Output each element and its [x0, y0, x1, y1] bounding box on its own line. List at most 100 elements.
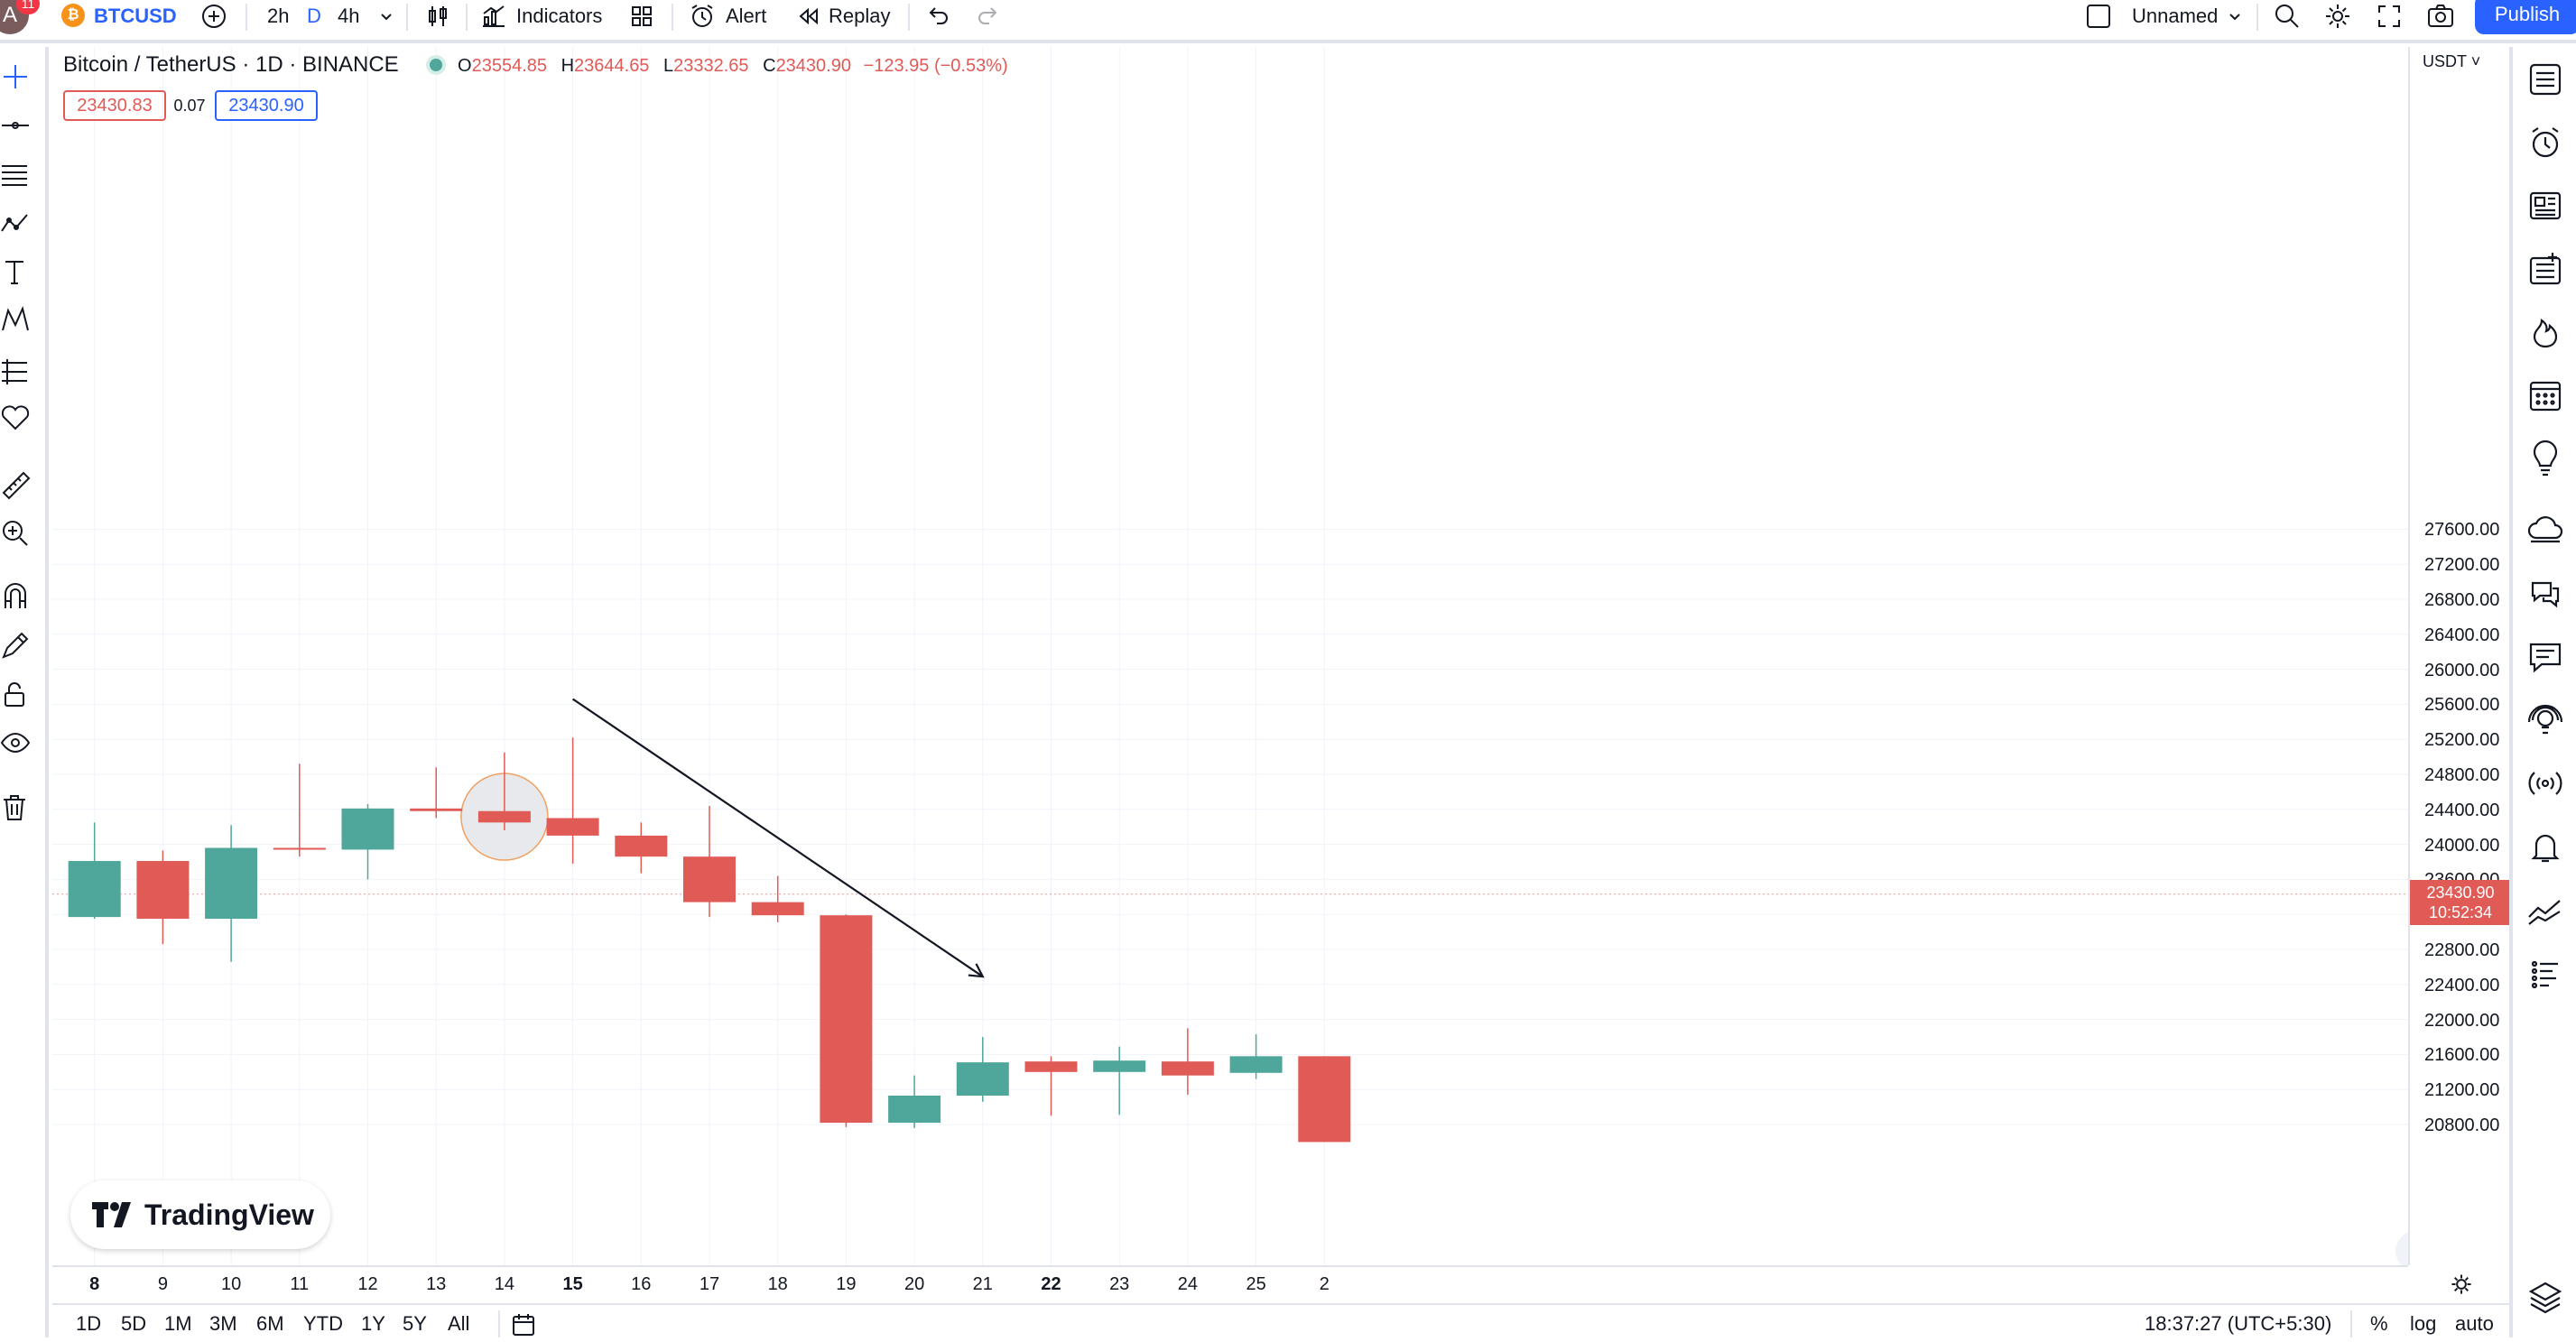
range-1m[interactable]: 1M: [164, 1312, 192, 1335]
search-icon[interactable]: [2273, 0, 2302, 32]
magnet-icon[interactable]: [0, 581, 31, 612]
replay-button[interactable]: Replay: [794, 0, 890, 32]
news-icon[interactable]: [2525, 186, 2565, 226]
publish-button[interactable]: Publish: [2475, 0, 2576, 34]
alerts-clock-icon[interactable]: [2525, 123, 2565, 162]
xabcd-pattern-icon[interactable]: [0, 305, 31, 336]
broadcast-icon[interactable]: [2525, 764, 2565, 803]
indicators-button[interactable]: Indicators: [480, 0, 602, 32]
currency-selector[interactable]: USDT ˅: [2423, 52, 2481, 70]
alert-button[interactable]: Alert: [688, 0, 766, 32]
candle-body[interactable]: [1161, 1061, 1214, 1076]
trend-arrow-head[interactable]: [968, 963, 985, 978]
candle-body[interactable]: [546, 818, 599, 836]
candles-chart-type-icon[interactable]: [424, 0, 451, 32]
candle-body[interactable]: [956, 1062, 1009, 1096]
templates-grid-icon[interactable]: [628, 0, 655, 32]
candle-body[interactable]: [683, 856, 736, 902]
candle-body[interactable]: [410, 808, 463, 811]
heart-icon[interactable]: [0, 403, 31, 433]
trend-line-icon[interactable]: [0, 110, 31, 141]
range-all[interactable]: All: [448, 1312, 470, 1335]
streams-cloud-icon[interactable]: [2525, 511, 2565, 551]
forecast-icon[interactable]: [0, 354, 31, 384]
market-status-icon[interactable]: [430, 59, 443, 71]
messages-icon[interactable]: [2525, 637, 2565, 677]
candle-body[interactable]: [888, 1095, 941, 1124]
auto-toggle[interactable]: auto: [2455, 1312, 2494, 1335]
buy-price-button[interactable]: 23430.90: [215, 90, 318, 121]
tradingview-logo[interactable]: TradingView: [70, 1180, 330, 1249]
hotlists-fire-icon[interactable]: [2525, 312, 2565, 352]
redo-icon[interactable]: [975, 0, 1002, 32]
stay-drawing-icon[interactable]: [0, 630, 31, 661]
date-range-icon[interactable]: [511, 1312, 536, 1342]
layers-icon[interactable]: [2525, 1278, 2565, 1318]
gear-icon[interactable]: [2323, 0, 2352, 32]
candle-body[interactable]: [1093, 1060, 1146, 1072]
pattern-icon[interactable]: [0, 208, 31, 238]
chats-icon[interactable]: [2525, 574, 2565, 614]
help-lightbulb-icon[interactable]: [2525, 700, 2565, 740]
watchlist-icon[interactable]: [2525, 60, 2565, 99]
candle-body[interactable]: [136, 861, 190, 920]
undo-icon[interactable]: [924, 0, 951, 32]
gear-icon[interactable]: [2450, 1273, 2473, 1300]
time-axis[interactable]: 8 9 10 11 12 13 14 15 16 17 18 19 20 21 22 23 24 25 2: [52, 1265, 2471, 1301]
candle-body[interactable]: [1024, 1061, 1078, 1072]
scroll-to-realtime-button[interactable]: »: [2395, 1231, 2408, 1265]
interval-2h[interactable]: 2h: [267, 0, 289, 32]
candle-body[interactable]: [1298, 1056, 1351, 1143]
fib-retracement-icon[interactable]: [0, 159, 31, 190]
range-ytd[interactable]: YTD: [303, 1312, 343, 1335]
range-5y[interactable]: 5Y: [403, 1312, 427, 1335]
chevron-down-icon[interactable]: [2226, 0, 2244, 32]
chevron-down-icon[interactable]: [377, 0, 395, 32]
trash-icon[interactable]: [0, 792, 31, 823]
fullscreen-icon[interactable]: [2376, 0, 2403, 32]
log-toggle[interactable]: log: [2410, 1312, 2437, 1335]
camera-icon[interactable]: [2426, 0, 2455, 32]
notifications-bell-icon[interactable]: [2525, 827, 2565, 866]
crosshair-icon[interactable]: [0, 61, 31, 92]
candle-body[interactable]: [205, 847, 258, 920]
range-1y[interactable]: 1Y: [361, 1312, 385, 1335]
ruler-icon[interactable]: [0, 469, 31, 500]
eye-icon[interactable]: [0, 727, 31, 758]
candlestick-chart[interactable]: [52, 47, 2408, 1265]
candle-body[interactable]: [820, 915, 873, 1124]
sell-price-button[interactable]: 23430.83: [63, 90, 166, 121]
interval-1d[interactable]: D: [307, 0, 321, 32]
chart-pane[interactable]: Bitcoin / TetherUS · 1D · BINANCE O23554…: [52, 47, 2408, 1265]
percent-toggle[interactable]: %: [2370, 1312, 2388, 1335]
trend-arrow-line[interactable]: [571, 698, 984, 977]
candle-body[interactable]: [273, 847, 326, 850]
layout-checkbox-icon[interactable]: [2085, 0, 2112, 32]
dom-ladder-icon[interactable]: [2525, 953, 2565, 993]
ideas-lightbulb-icon[interactable]: [2525, 439, 2565, 478]
range-1d[interactable]: 1D: [76, 1312, 102, 1335]
calendar-icon[interactable]: [2525, 375, 2565, 415]
candle-body[interactable]: [477, 810, 531, 823]
utc-clock[interactable]: 18:37:27 (UTC+5:30): [2145, 1312, 2332, 1335]
candle-body[interactable]: [341, 808, 394, 850]
candle-body[interactable]: [68, 861, 121, 918]
data-window-icon[interactable]: [2525, 249, 2565, 289]
text-tool-icon[interactable]: [0, 256, 31, 287]
compare-add-icon[interactable]: [200, 0, 227, 32]
interval-4h[interactable]: 4h: [338, 0, 359, 32]
range-3m[interactable]: 3M: [209, 1312, 237, 1335]
trading-panel-icon[interactable]: [2525, 890, 2565, 930]
layout-name[interactable]: Unnamed: [2132, 5, 2219, 27]
candle-body[interactable]: [615, 835, 668, 857]
time-tick-label: 18: [767, 1274, 788, 1294]
legend-title[interactable]: Bitcoin / TetherUS · 1D · BINANCE: [63, 52, 399, 77]
candle-body[interactable]: [1229, 1056, 1283, 1073]
symbol-search-button[interactable]: BTCUSD: [94, 5, 177, 27]
candle-body[interactable]: [751, 902, 804, 916]
price-axis[interactable]: USDT ˅ 27600.00 27200.00 26800.00 26400.00 2…: [2408, 47, 2511, 1265]
range-6m[interactable]: 6M: [256, 1312, 284, 1335]
range-5d[interactable]: 5D: [121, 1312, 147, 1335]
lock-icon[interactable]: [0, 679, 31, 709]
zoom-in-icon[interactable]: [0, 518, 31, 549]
